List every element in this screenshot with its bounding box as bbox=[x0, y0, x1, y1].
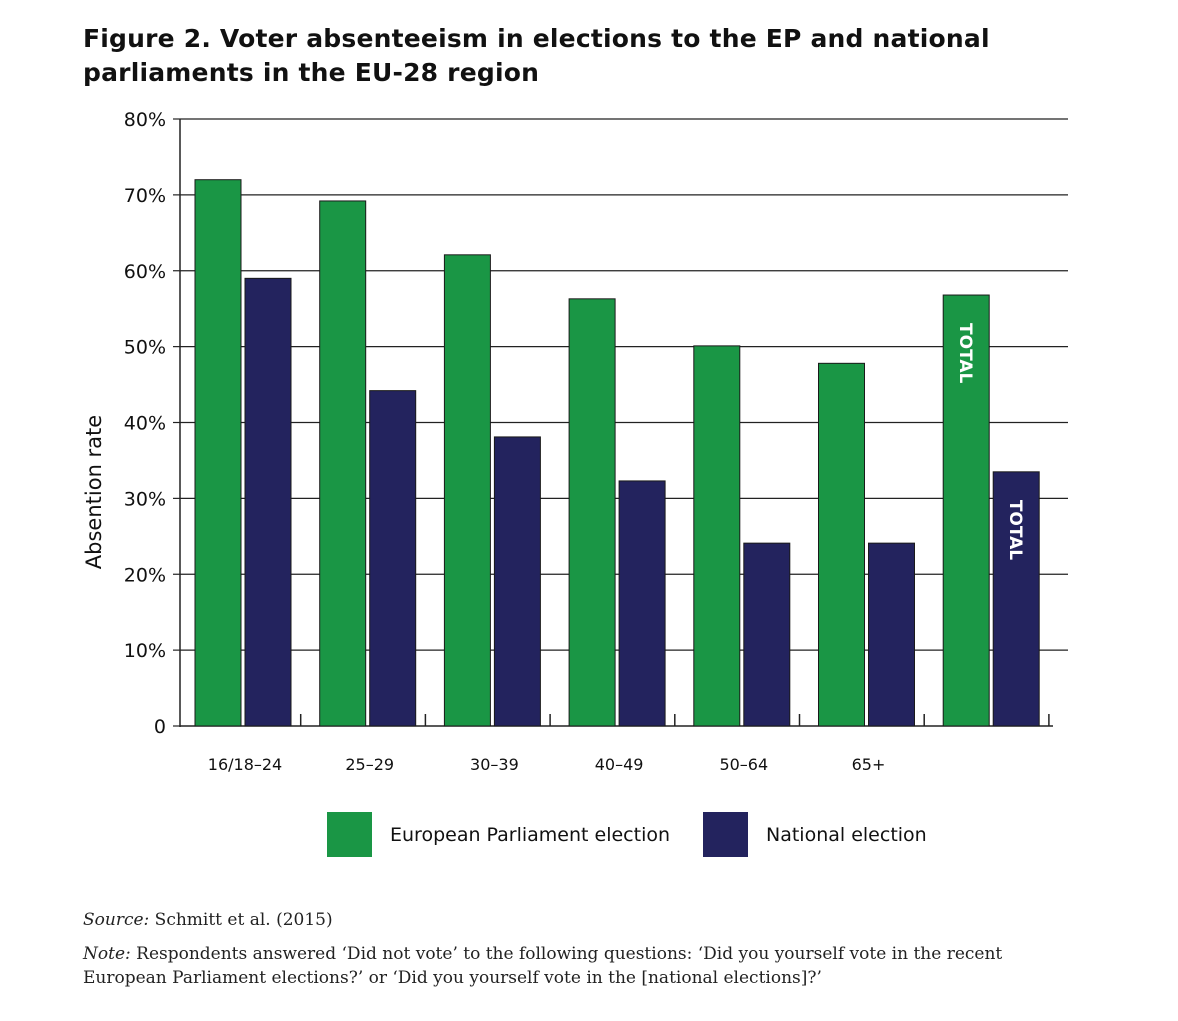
legend-swatch-ep bbox=[327, 812, 372, 857]
footnotes: Source: Schmitt et al. (2015) Note: Resp… bbox=[83, 908, 1083, 1000]
bar bbox=[194, 179, 242, 727]
y-tick-label: 70% bbox=[124, 185, 166, 207]
bar bbox=[868, 542, 915, 727]
bar bbox=[693, 345, 741, 727]
chart-title: Figure 2. Voter absenteeism in elections… bbox=[83, 24, 990, 87]
x-tick-label: 65+ bbox=[852, 755, 886, 774]
bar-data-label: TOTAL bbox=[1005, 500, 1025, 560]
x-tick-label: 25–29 bbox=[345, 755, 394, 774]
note-text: Respondents answered ‘Did not vote’ to t… bbox=[83, 944, 1003, 988]
legend-label-ep: European Parliament election bbox=[390, 823, 671, 846]
bar bbox=[942, 294, 990, 727]
y-tick-label: 0 bbox=[154, 716, 166, 738]
bar bbox=[319, 200, 367, 727]
note-line: Note: Respondents answered ‘Did not vote… bbox=[83, 942, 1083, 990]
y-tick-label: 20% bbox=[124, 564, 166, 586]
x-tick-label: 16/18–24 bbox=[208, 755, 282, 774]
x-tick-label: 40–49 bbox=[595, 755, 644, 774]
bar bbox=[992, 471, 1040, 727]
source-line: Source: Schmitt et al. (2015) bbox=[83, 908, 1083, 932]
legend-label-national: National election bbox=[766, 823, 927, 846]
source-prefix: Source: bbox=[83, 910, 150, 930]
bar-chart: 0 10% 20% 30% 40% 50% 60% 70% 80% Absention rate T… bbox=[82, 109, 1068, 774]
y-tick-label: 80% bbox=[124, 109, 166, 131]
bar bbox=[369, 390, 417, 727]
y-tick-label: 50% bbox=[124, 337, 166, 359]
y-tick-label: 60% bbox=[124, 261, 166, 283]
x-tick-label: 50–64 bbox=[719, 755, 768, 774]
bar-data-label: TOTAL bbox=[955, 323, 975, 383]
bar bbox=[493, 436, 541, 727]
note-prefix: Note: bbox=[83, 944, 131, 964]
bar bbox=[244, 277, 292, 727]
legend-swatch-national bbox=[703, 812, 748, 857]
y-tick-label: 10% bbox=[124, 640, 166, 662]
bar bbox=[818, 362, 865, 727]
legend-item-ep: European Parliament election bbox=[327, 812, 670, 857]
bar bbox=[443, 254, 491, 727]
bar bbox=[568, 298, 616, 727]
y-tick-label: 40% bbox=[124, 413, 166, 435]
source-text: Schmitt et al. (2015) bbox=[149, 910, 333, 930]
legend-item-national: National election bbox=[703, 812, 927, 857]
y-tick-label: 30% bbox=[124, 488, 166, 510]
bar bbox=[743, 542, 791, 727]
bar bbox=[618, 480, 666, 727]
x-tick-label: 30–39 bbox=[470, 755, 519, 774]
y-axis-label: Absention rate bbox=[82, 415, 106, 569]
